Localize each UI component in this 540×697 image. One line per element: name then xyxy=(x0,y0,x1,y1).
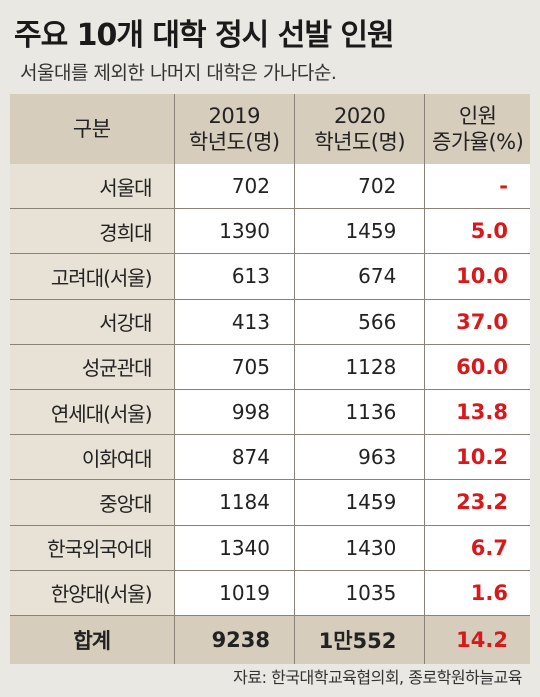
university-name: 서강대 xyxy=(10,299,175,345)
header-line: 2020 xyxy=(333,104,386,128)
increase-rate: 60.0 xyxy=(424,344,530,390)
university-name: 이화여대 xyxy=(10,434,175,481)
column-header-2020: 2020 학년도(명) xyxy=(294,94,426,164)
university-name: 중앙대 xyxy=(10,479,175,526)
header-line: 2019 xyxy=(208,104,261,128)
value-2020: 1459 xyxy=(294,208,426,255)
value-2020: 963 xyxy=(294,434,426,481)
table-row: 경희대 1390 1459 5.0 xyxy=(10,208,530,255)
university-name: 서울대 xyxy=(10,164,175,210)
page-title: 주요 10개 대학 정시 선발 인원 xyxy=(14,18,395,53)
increase-rate: 23.2 xyxy=(424,479,530,526)
university-name: 한국외국어대 xyxy=(10,525,175,571)
table-row: 서울대 702 702- xyxy=(10,164,530,210)
column-header-rate: 인원 증가율(%) xyxy=(424,94,530,164)
value-2020: 1136 xyxy=(294,389,426,436)
total-2019: 9238 xyxy=(174,615,296,664)
value-2020: 1459 xyxy=(294,479,426,526)
total-rate: 14.2 xyxy=(424,615,530,664)
increase-rate: 1.6 xyxy=(424,570,530,616)
total-label: 합계 xyxy=(10,615,175,664)
university-name: 연세대(서울) xyxy=(10,389,175,436)
university-name: 경희대 xyxy=(10,208,175,255)
increase-rate: 10.0 xyxy=(424,253,530,300)
value-2019: 1184 xyxy=(174,479,296,526)
value-2019: 998 xyxy=(174,389,296,436)
value-2019: 702 xyxy=(174,164,296,210)
table-row: 한국외국어대 1340 1430 6.7 xyxy=(10,525,530,571)
value-2019: 1340 xyxy=(174,525,296,571)
value-2020: 674 xyxy=(294,253,426,300)
increase-rate: 37.0 xyxy=(424,299,530,345)
value-2019: 874 xyxy=(174,434,296,481)
header-line: 증가율(%) xyxy=(432,130,524,154)
table-row: 중앙대 1184 1459 23.2 xyxy=(10,479,530,526)
header-line: 학년도(명) xyxy=(314,130,406,154)
value-2019: 613 xyxy=(174,253,296,300)
table-row: 서강대 413 566 37.0 xyxy=(10,299,530,345)
table-row: 고려대(서울) 613 674 10.0 xyxy=(10,253,530,300)
table-body: 서울대 702 702- 경희대 1390 1459 5.0 고려대(서울) 613 674 10.… xyxy=(10,164,530,664)
value-2019: 705 xyxy=(174,344,296,390)
value-2020: 1128 xyxy=(294,344,426,390)
increase-rate: - xyxy=(424,164,530,210)
header-line: 구분 xyxy=(72,117,111,141)
value-2020: 1430 xyxy=(294,525,426,571)
increase-rate: 10.2 xyxy=(424,434,530,481)
increase-rate: 6.7 xyxy=(424,525,530,571)
column-header-2019: 2019 학년도(명) xyxy=(174,94,296,164)
column-header-category: 구분 xyxy=(10,94,175,164)
university-name: 고려대(서울) xyxy=(10,253,175,300)
value-2020: 1035 xyxy=(294,570,426,616)
table-row: 한양대(서울) 1019 1035 1.6 xyxy=(10,570,530,616)
value-2019: 1390 xyxy=(174,208,296,255)
value-2019: 1019 xyxy=(174,570,296,616)
table-row: 이화여대 874 963 10.2 xyxy=(10,434,530,481)
admissions-table: 구분 2019 학년도(명) 2020 학년도(명) 인원 증가율(%) 서울대… xyxy=(10,94,530,664)
value-2020: 566 xyxy=(294,299,426,345)
header-line: 인원 xyxy=(458,104,497,128)
table-row: 연세대(서울) 998 1136 13.8 xyxy=(10,389,530,436)
header-line: 학년도(명) xyxy=(188,130,280,154)
university-name: 성균관대 xyxy=(10,344,175,390)
increase-rate: 13.8 xyxy=(424,389,530,436)
page-subtitle: 서울대를 제외한 나머지 대학은 가나다순. xyxy=(20,62,337,84)
increase-rate: 5.0 xyxy=(424,208,530,255)
university-name: 한양대(서울) xyxy=(10,570,175,616)
value-2019: 413 xyxy=(174,299,296,345)
table-header-row: 구분 2019 학년도(명) 2020 학년도(명) 인원 증가율(%) xyxy=(10,94,530,164)
value-2020: 702 xyxy=(294,164,426,210)
source-note: 자료: 한국대학교육협의회, 종로학원하늘교육 xyxy=(233,668,522,687)
table-row: 성균관대 705 1128 60.0 xyxy=(10,344,530,390)
total-2020: 1만552 xyxy=(294,615,426,664)
total-row: 합계 9238 1만552 14.2 xyxy=(10,615,530,664)
